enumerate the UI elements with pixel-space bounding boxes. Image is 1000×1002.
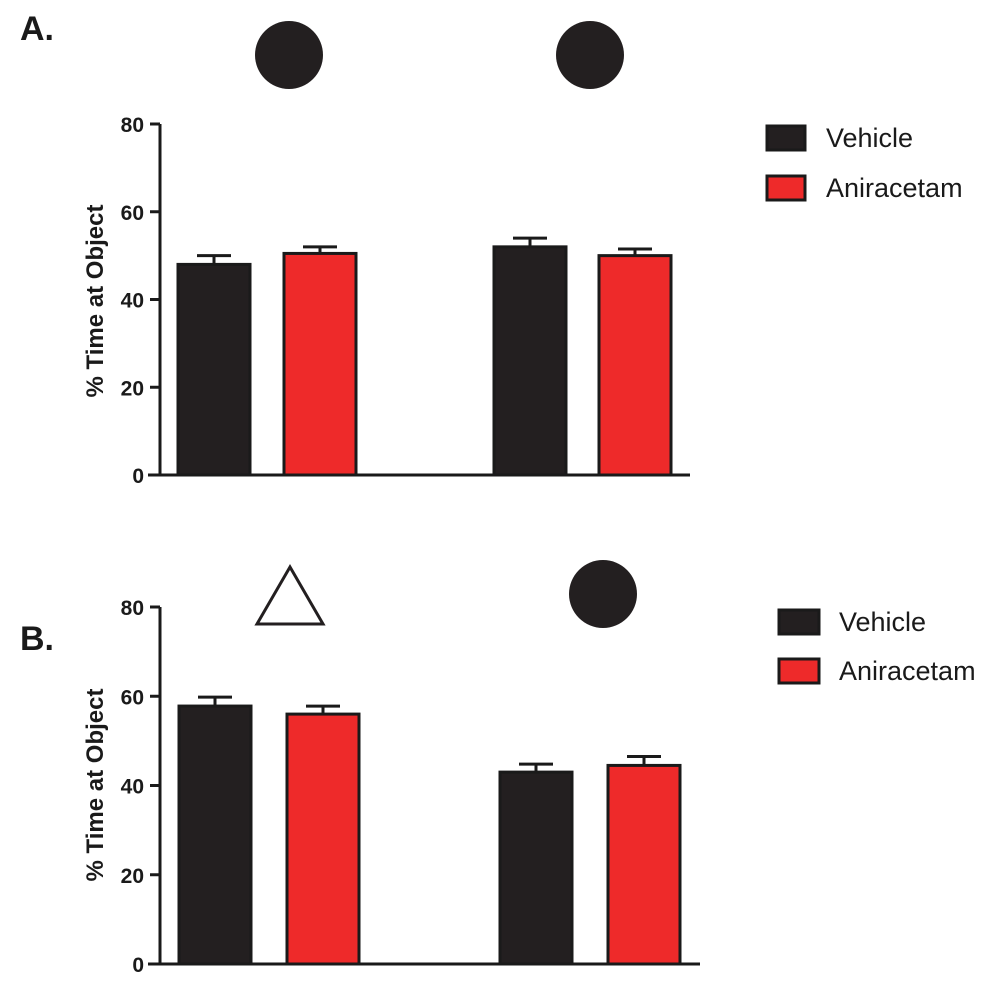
y-tick-label: 20 (121, 377, 144, 400)
circle-object-icon (569, 560, 637, 628)
y-tick-label: 60 (121, 686, 144, 709)
bar-vehicle-1 (176, 262, 252, 477)
error-bar-vehicle-2 (519, 762, 553, 773)
bar-vehicle-2 (498, 770, 574, 966)
panel-a: A. % Time at Object 0 20 40 60 80 Vehicle An… (20, 10, 963, 488)
error-bar-aniracetam-2 (627, 754, 661, 766)
error-bar-aniracetam-1 (306, 704, 340, 715)
bars-a (176, 245, 673, 477)
legend-swatch-aniracetam (777, 657, 821, 685)
error-bar-aniracetam-2 (618, 247, 652, 256)
legend-swatch-vehicle (765, 124, 807, 152)
bar-aniracetam-2 (597, 254, 673, 477)
legend-label-vehicle: Vehicle (839, 607, 926, 637)
legend-label-vehicle: Vehicle (826, 123, 913, 153)
error-bars-b (198, 695, 661, 773)
panel-label-a: A. (20, 10, 54, 48)
legend-a: Vehicle Aniracetam (765, 123, 963, 203)
y-tick-label: 80 (121, 597, 144, 620)
error-bar-aniracetam-1 (303, 245, 337, 254)
bar-aniracetam-1 (282, 251, 358, 477)
legend-label-aniracetam: Aniracetam (826, 173, 963, 203)
y-axis-title-b: % Time at Object (82, 689, 109, 882)
bars-b (177, 704, 682, 966)
panel-label-b: B. (20, 620, 54, 658)
y-ticks-a: 0 20 40 60 80 (121, 114, 160, 488)
object-icon-a-right (556, 21, 624, 89)
panel-b: B. % Time at Object 0 20 40 60 80 Vehicle An… (20, 560, 976, 977)
bar-aniracetam-2 (606, 763, 682, 966)
error-bar-vehicle-1 (197, 254, 231, 265)
y-ticks-b: 0 20 40 60 80 (121, 597, 160, 977)
y-axis-title-a: % Time at Object (82, 205, 109, 398)
legend-label-aniracetam: Aniracetam (839, 656, 976, 686)
legend-b: Vehicle Aniracetam (777, 607, 976, 686)
legend-swatch-aniracetam (765, 174, 807, 202)
bar-aniracetam-1 (285, 712, 361, 966)
y-tick-label: 20 (121, 865, 144, 888)
error-bars-a (197, 236, 652, 265)
bar-vehicle-2 (492, 245, 568, 477)
triangle-object-icon (254, 564, 326, 626)
legend-swatch-vehicle (777, 608, 821, 636)
circle-object-icon (255, 21, 323, 89)
error-bar-vehicle-2 (513, 236, 547, 247)
error-bar-vehicle-1 (198, 695, 232, 707)
object-icon-a-left (255, 21, 323, 89)
y-tick-label: 0 (132, 954, 144, 977)
y-tick-label: 0 (132, 465, 144, 488)
y-tick-label: 40 (121, 776, 144, 799)
y-tick-label: 80 (121, 114, 144, 137)
y-tick-label: 40 (121, 290, 144, 313)
circle-object-icon (556, 21, 624, 89)
object-icon-b-right (569, 560, 637, 628)
bar-vehicle-1 (177, 704, 253, 966)
object-icon-b-left (254, 564, 326, 626)
y-tick-label: 60 (121, 202, 144, 225)
